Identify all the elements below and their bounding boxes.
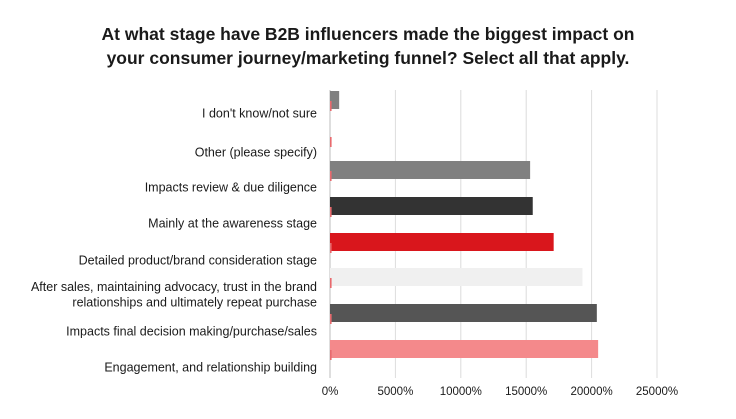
category-label: Other (please specify) [195, 146, 317, 160]
category-label: Detailed product/brand consideration sta… [79, 254, 317, 268]
axis-marker [330, 350, 332, 360]
axis-marker [330, 101, 332, 111]
category-label: After sales, maintaining advocacy, trust… [31, 280, 317, 294]
axis-marker [330, 137, 332, 147]
category-label: I don't know/not sure [202, 107, 317, 121]
bar [330, 233, 554, 251]
category-label: Mainly at the awareness stage [148, 217, 317, 231]
x-tick-label: 5000% [377, 386, 413, 398]
x-tick-label: 10000% [440, 386, 482, 398]
axis-marker [330, 243, 332, 253]
axis-marker [330, 314, 332, 324]
axis-marker [330, 171, 332, 181]
x-tick-label: 15000% [505, 386, 547, 398]
bar [330, 268, 583, 286]
category-labels: I don't know/not sure Other (please speci… [31, 107, 317, 375]
x-tick-label: 0% [322, 386, 339, 398]
bar [330, 304, 597, 322]
axis-marker [330, 278, 332, 288]
chart-title-line-1: At what stage have B2B influencers made … [101, 24, 635, 44]
bar [330, 91, 340, 109]
category-label: relationships and ultimately repeat purc… [72, 295, 317, 309]
chart-title: At what stage have B2B influencers made … [0, 22, 736, 70]
chart-title-line-2: your consumer journey/marketing funnel? … [106, 48, 630, 68]
bar [330, 340, 599, 358]
x-tick-label: 25000% [636, 386, 678, 398]
category-label: Impacts final decision making/purchase/s… [66, 325, 317, 339]
category-label: Impacts review & due diligence [145, 181, 317, 195]
axis-marker [330, 207, 332, 217]
x-tick-label: 20000% [570, 386, 612, 398]
bar [330, 161, 531, 179]
category-label: Engagement, and relationship building [104, 361, 317, 375]
x-axis: 0% 5000% 10000% 15000% 20000% 25000% [322, 386, 678, 398]
bar [330, 197, 533, 215]
bars [330, 91, 599, 360]
